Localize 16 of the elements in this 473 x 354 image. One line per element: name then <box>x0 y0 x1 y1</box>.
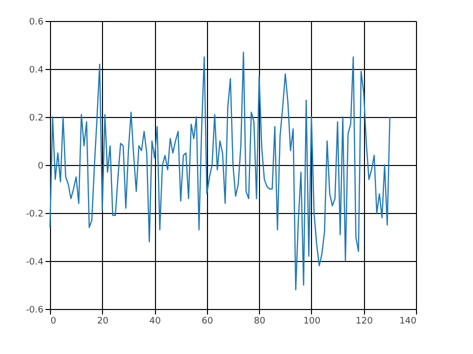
x-tick-label: 60 <box>202 316 214 326</box>
y-tick-label: -0.4 <box>26 258 44 268</box>
x-tick-label: 40 <box>149 316 162 326</box>
y-tick-label: 0 <box>38 162 44 172</box>
x-tick-label: 20 <box>97 316 109 326</box>
y-tick-label: -0.2 <box>26 210 44 220</box>
x-tick-label: 80 <box>254 316 266 326</box>
y-tick-label: 0.6 <box>29 18 44 28</box>
y-tick-label: 0.4 <box>29 66 44 76</box>
x-tick-label: 100 <box>303 316 321 326</box>
x-tick-label: 0 <box>50 316 56 326</box>
x-tick-label: 120 <box>356 316 374 326</box>
x-tick-label: 140 <box>399 316 417 326</box>
line-series <box>49 52 390 290</box>
y-tick-label: -0.6 <box>26 306 44 316</box>
y-tick-label: 0.2 <box>29 114 44 124</box>
